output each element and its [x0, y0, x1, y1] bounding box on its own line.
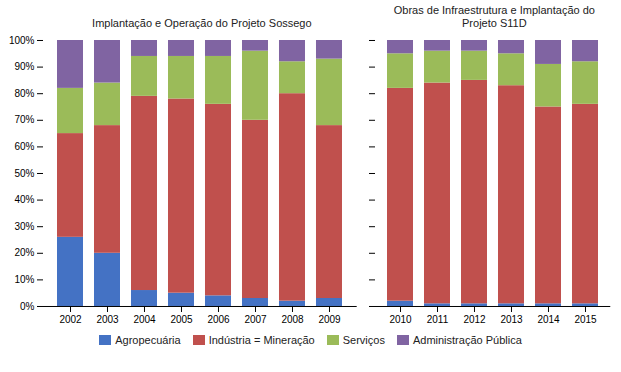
svg-text:2008: 2008	[281, 314, 304, 325]
svg-text:2009: 2009	[318, 314, 341, 325]
svg-text:2011: 2011	[426, 314, 448, 325]
svg-text:2010: 2010	[389, 314, 412, 325]
html-text:Agropecuária: Agropecuária	[115, 334, 181, 346]
svg-text:60%: 60%	[15, 141, 35, 152]
html-text:Administração Pública: Administração Pública	[412, 334, 522, 346]
svg-text:2002: 2002	[59, 314, 82, 325]
svg-text:70%: 70%	[15, 114, 35, 125]
svg-text:2014: 2014	[537, 314, 560, 325]
svg-text:2012: 2012	[463, 314, 486, 325]
svg-text:2013: 2013	[500, 314, 523, 325]
html-text:Serviços: Serviços	[342, 334, 385, 346]
svg-text:2004: 2004	[133, 314, 156, 325]
svg-text:100%: 100%	[9, 35, 35, 46]
html-text:Obras de Infraestrutura e Impl: Obras de Infraestrutura e Implantação do…	[393, 4, 595, 29]
html-text:Implantação e Operação do Proj: Implantação e Operação do Projeto Sosseg…	[92, 17, 312, 29]
svg-text:2007: 2007	[244, 314, 267, 325]
svg-text:2005: 2005	[170, 314, 193, 325]
html-text:Indústria = Mineração: Indústria = Mineração	[208, 334, 315, 346]
svg-text:90%: 90%	[15, 61, 35, 72]
svg-text:2006: 2006	[207, 314, 230, 325]
svg-text:30%: 30%	[15, 221, 35, 232]
svg-text:10%: 10%	[15, 274, 35, 285]
svg-text:50%: 50%	[15, 168, 35, 179]
svg-text:0%: 0%	[20, 301, 35, 312]
svg-text:2003: 2003	[96, 314, 119, 325]
svg-text:2015: 2015	[574, 314, 597, 325]
svg-text:80%: 80%	[15, 88, 35, 99]
svg-text:40%: 40%	[15, 194, 35, 205]
svg-text:20%: 20%	[15, 247, 35, 258]
